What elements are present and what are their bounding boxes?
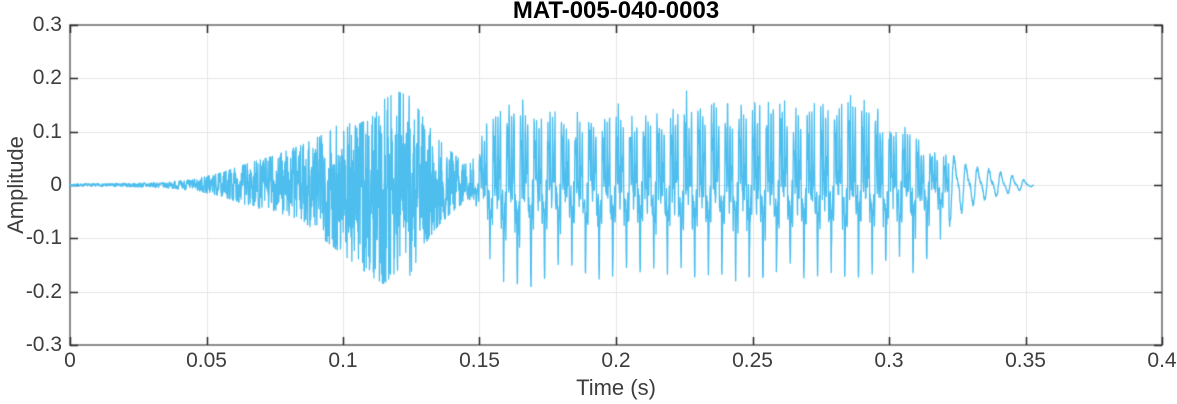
x-tick-label: 0.1 (328, 349, 358, 372)
y-tick-label: 0.2 (32, 66, 62, 90)
y-tick-label: 0 (50, 173, 62, 196)
x-tick-label: 0.35 (1005, 349, 1046, 372)
y-tick-label: 0.3 (32, 13, 62, 36)
y-tick-label: -0.2 (25, 279, 62, 303)
x-tick-label: 0.15 (459, 349, 500, 372)
x-axis-label: Time (s) (576, 375, 656, 400)
y-tick-label: -0.1 (25, 226, 62, 250)
chart-title: MAT-005-040-0003 (512, 0, 720, 24)
x-tick-label: 0.3 (874, 349, 904, 372)
x-tick-label: 0.2 (601, 349, 631, 372)
x-tick-label: 0.4 (1147, 349, 1177, 372)
y-tick-label: -0.3 (25, 333, 62, 356)
y-tick-label: 0.1 (32, 119, 62, 143)
x-tick-label: 0.25 (732, 349, 773, 372)
x-tick-label: 0.05 (186, 349, 227, 372)
x-tick-label: 0 (64, 349, 76, 372)
